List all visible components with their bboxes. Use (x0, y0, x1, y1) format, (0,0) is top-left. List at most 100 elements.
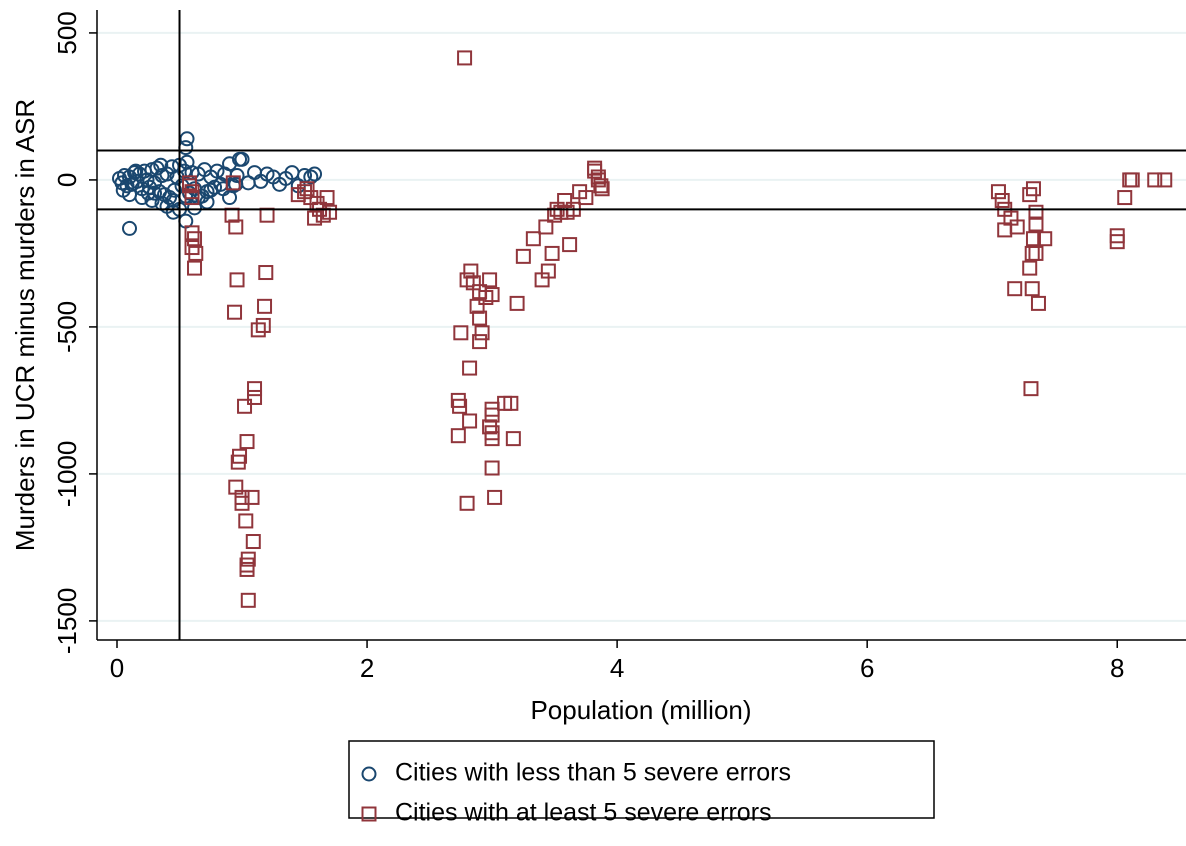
square-marker (484, 431, 500, 447)
square-marker (462, 413, 478, 429)
square-marker (472, 334, 488, 350)
square-marker (1157, 172, 1173, 188)
square-marker (990, 184, 1006, 200)
square-marker (1022, 260, 1038, 276)
circle-marker (179, 131, 195, 147)
square-marker (240, 592, 256, 608)
square-marker (540, 263, 556, 279)
square-marker (230, 454, 246, 470)
circle-marker (178, 140, 194, 156)
square-marker (505, 431, 521, 447)
square-marker (187, 260, 203, 276)
circle-marker (232, 151, 248, 167)
circle-marker (187, 200, 203, 216)
circle-marker (307, 166, 323, 182)
circle-marker (228, 176, 244, 192)
y-tick-label: 0 (52, 173, 82, 187)
square-marker (1037, 231, 1053, 247)
legend-label: Cities with at least 5 severe errors (395, 799, 772, 827)
square-marker (1023, 381, 1039, 397)
square-marker (182, 175, 198, 191)
square-marker (239, 561, 255, 577)
square-marker (227, 304, 243, 320)
square-marker (557, 192, 573, 208)
square-marker (562, 237, 578, 253)
square-marker (1024, 245, 1040, 261)
square-marker (515, 248, 531, 264)
y-tick-label: -1500 (52, 588, 82, 655)
square-marker (1124, 172, 1140, 188)
square-marker (238, 513, 254, 529)
square-marker (453, 325, 469, 341)
y-tick-label: -500 (52, 301, 82, 353)
square-marker (1007, 281, 1023, 297)
square-marker (247, 389, 263, 405)
square-marker (1117, 190, 1133, 206)
square-marker (503, 395, 519, 411)
square-marker (452, 398, 468, 414)
square-marker (472, 310, 488, 326)
square-marker (593, 178, 609, 194)
circle-marker (209, 163, 225, 179)
square-marker (247, 381, 263, 397)
square-marker (484, 460, 500, 476)
square-marker (484, 407, 500, 423)
legend-label: Cities with less than 5 severe errors (395, 759, 791, 787)
square-marker (587, 160, 603, 176)
square-marker (1028, 216, 1044, 232)
x-tick-label: 8 (1110, 653, 1124, 683)
square-marker (469, 298, 485, 314)
circle-marker (179, 154, 195, 170)
square-marker (594, 181, 610, 197)
square-marker (1025, 181, 1041, 197)
square-marker (228, 219, 244, 235)
circle-marker (128, 163, 144, 179)
y-axis-label: Murders in UCR minus murders in ASR (10, 99, 40, 551)
square-marker (1028, 245, 1044, 261)
square-marker (307, 210, 323, 226)
square-marker (244, 489, 260, 505)
x-tick-label: 0 (110, 653, 124, 683)
circle-marker (303, 169, 319, 185)
square-marker (462, 360, 478, 376)
y-tick-label: -1000 (52, 441, 82, 508)
square-marker (1024, 281, 1040, 297)
square-marker (258, 265, 274, 281)
square-marker (484, 287, 500, 303)
square-marker (1109, 234, 1125, 250)
square-marker (474, 325, 490, 341)
square-marker (482, 272, 498, 288)
square-marker (1147, 172, 1163, 188)
square-marker (487, 489, 503, 505)
square-marker (229, 272, 245, 288)
square-marker (187, 231, 203, 247)
circle-marker (222, 190, 238, 206)
circle-marker (129, 173, 145, 189)
square-marker (257, 298, 273, 314)
square-marker (450, 428, 466, 444)
square-marker (544, 245, 560, 261)
circle-marker (153, 157, 169, 173)
circle-marker (177, 163, 193, 179)
square-marker (319, 190, 335, 206)
square-marker (1009, 219, 1025, 235)
square-marker (239, 434, 255, 450)
circle-marker (122, 220, 138, 236)
circle-marker (361, 766, 377, 782)
y-tick-label: 500 (52, 11, 82, 54)
square-marker (259, 207, 275, 223)
square-marker (578, 190, 594, 206)
square-marker (250, 322, 266, 338)
circle-marker (247, 165, 263, 181)
square-marker (1025, 231, 1041, 247)
square-marker (1030, 295, 1046, 311)
square-marker (463, 263, 479, 279)
square-marker (1028, 204, 1044, 220)
x-axis-label: Population (million) (530, 695, 751, 725)
square-marker (459, 495, 475, 511)
square-marker (457, 50, 473, 66)
circle-marker (147, 185, 163, 201)
square-marker (237, 398, 253, 414)
